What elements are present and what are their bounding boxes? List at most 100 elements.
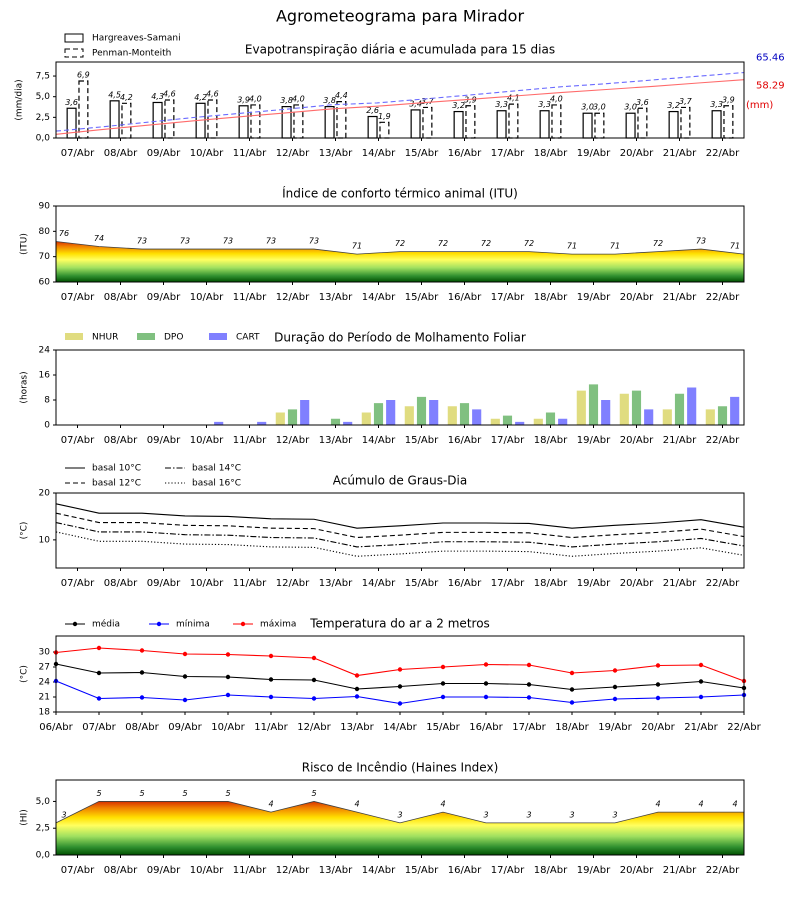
x-tick-label: 19/Abr [577,578,611,589]
x-tick-label: 21/Abr [663,292,697,303]
point [526,695,532,700]
value-label: 3,8 [280,96,293,105]
bar [558,418,568,425]
point [225,652,231,657]
x-tick-label: 10/Abr [190,148,224,159]
point [440,664,446,670]
x-tick-label: 17/Abr [512,722,546,733]
point [225,674,231,680]
y-tick-label: 8 [44,396,50,406]
legend-swatch [64,48,84,58]
x-tick-label: 15/Abr [405,435,439,446]
y-tick-label: 80 [39,227,51,237]
x-tick-label: 07/Abr [61,148,95,159]
bar [601,400,611,425]
y-axis-label: (HI) [20,809,30,825]
plot-frame [55,492,745,569]
bar [287,409,298,425]
value-label: 3,4 [409,99,422,108]
value-label: 4,6 [163,90,176,99]
legend-label: DPO [164,333,183,343]
point [354,673,360,678]
bar [121,102,132,139]
area [56,801,744,855]
plot-frame [55,205,745,283]
bar [490,418,500,425]
y-axis-label: (°C) [20,665,30,683]
point [182,651,188,657]
main-title: Agrometeograma para Mirador [276,7,524,26]
value-label: 3,6 [636,98,649,107]
point [612,668,618,673]
x-tick-label: 06/Abr [39,722,73,733]
value-label: 73 [696,237,706,246]
value-label: 72 [653,239,663,248]
bar [465,105,476,139]
value-label: 4 [440,800,445,809]
x-tick-label: 09/Abr [147,865,181,876]
x-tick-label: 16/Abr [448,148,482,159]
bar [539,110,550,139]
x-tick-label: 09/Abr [147,578,181,589]
y-tick-label: 0,0 [36,851,51,861]
line [55,531,745,557]
x-tick-label: 21/Abr [663,148,697,159]
point [268,694,274,700]
line [55,503,745,529]
bar [644,409,654,425]
x-tick-label: 08/Abr [104,865,138,876]
value-label: 4,5 [108,90,121,99]
x-tick-label: 15/Abr [405,292,439,303]
x-tick-label: 12/Abr [276,292,310,303]
value-label: 4,6 [206,90,219,99]
x-tick-label: 17/Abr [491,865,525,876]
x-tick-label: 13/Abr [319,148,353,159]
point [268,653,274,659]
x-tick-label: 22/Abr [706,578,740,589]
point [268,677,274,682]
bar [281,106,292,139]
y-tick-label: 20 [39,489,51,499]
x-tick-label: 21/Abr [684,722,718,733]
x-tick-label: 18/Abr [534,435,568,446]
bar [619,393,629,425]
value-label: 72 [438,239,448,248]
line [55,521,745,548]
value-label: 4 [268,800,273,809]
value-label: 71 [567,242,577,251]
x-tick-label: 17/Abr [491,435,525,446]
x-tick-label: 07/Abr [61,292,95,303]
line [55,647,745,682]
x-tick-label: 19/Abr [577,148,611,159]
value-label: 4 [732,800,737,809]
legend-label: mínima [176,620,210,630]
x-tick-label: 08/Abr [125,722,159,733]
point [182,697,188,703]
area-line [55,241,745,255]
y-tick-label: 0,0 [36,134,51,144]
x-tick-label: 10/Abr [190,578,224,589]
x-tick-label: 17/Abr [491,148,525,159]
x-tick-label: 13/Abr [319,578,353,589]
value-label: 71 [352,242,362,251]
x-tick-label: 10/Abr [211,722,245,733]
value-label: 1,9 [378,112,391,121]
value-label: 3,7 [421,97,435,106]
point [96,645,102,651]
x-tick-label: 11/Abr [233,292,267,303]
legend-swatch [65,333,83,340]
x-tick-label: 09/Abr [147,148,181,159]
value-label: 5 [311,789,316,798]
y-axis-label: (mm/dia) [15,79,25,120]
point [612,684,618,690]
x-tick-label: 22/Abr [706,435,740,446]
x-tick-label: 12/Abr [276,435,310,446]
y-tick-label: 7,5 [36,72,50,82]
value-label: 72 [481,239,491,248]
x-tick-label: 09/Abr [168,722,202,733]
y-tick-label: 24 [39,346,51,356]
y-tick-label: 2,5 [36,113,50,123]
value-label: 3 [526,810,531,819]
point [311,677,317,683]
legend-label: basal 10°C [92,464,141,474]
